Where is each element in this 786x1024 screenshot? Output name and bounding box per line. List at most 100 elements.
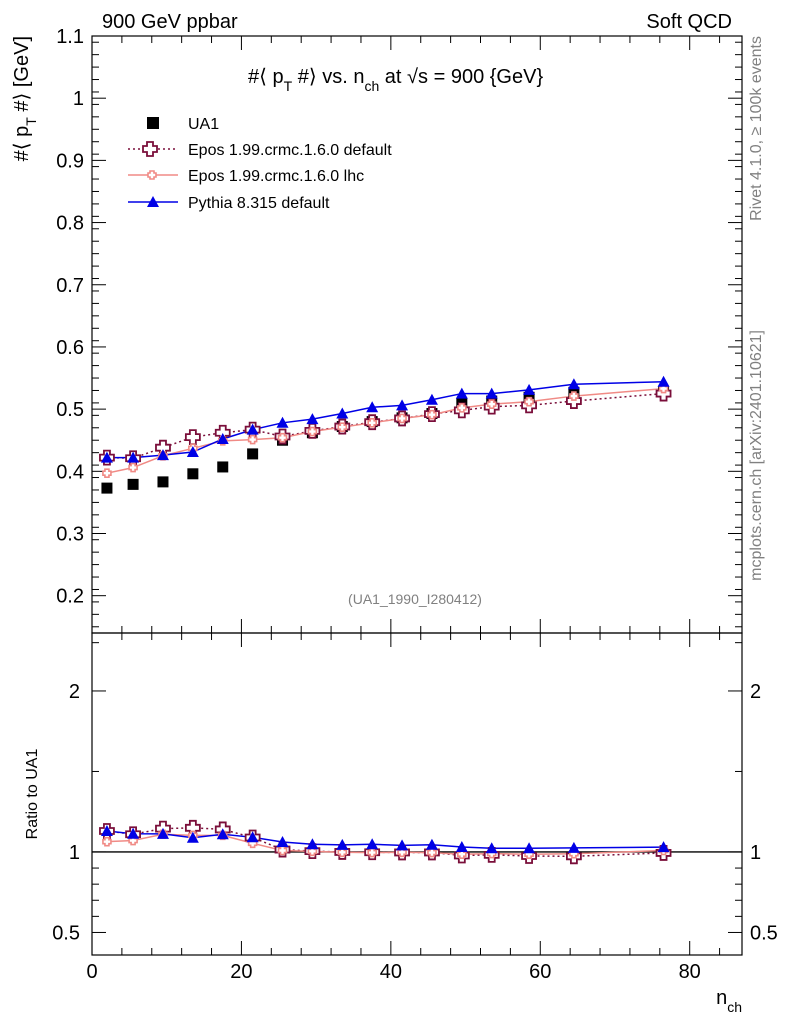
ratio-y-axis-label: Ratio to UA1	[24, 749, 41, 840]
data-point-epos-1-99-crmc-1-6-0-lhc	[367, 418, 377, 428]
y-tick-label: 0.5	[56, 399, 84, 421]
data-point-pythia-8-315-default	[186, 446, 199, 458]
x-tick-label: 80	[679, 961, 701, 983]
legend-label-epos-default: Epos 1.99.crmc.1.6.0 default	[188, 142, 392, 159]
ratio-point-pythia-8-315-default	[306, 838, 319, 850]
data-point-pythia-8-315-default	[156, 449, 169, 461]
data-point-epos-1-99-crmc-1-6-0-lhc	[128, 462, 138, 473]
ratio-point-pythia-8-315-default	[100, 825, 113, 837]
x-axis-label: nch	[716, 987, 742, 1015]
legend-marker-pythia	[147, 196, 159, 207]
ratio-point-pythia-8-315-default	[657, 841, 670, 853]
y-tick-label: 0.9	[56, 150, 84, 172]
data-point-epos-1-99-crmc-1-6-0-lhc	[337, 422, 348, 432]
data-point-pythia-8-315-default	[366, 401, 379, 413]
data-point-epos-1-99-crmc-1-6-0-lhc	[247, 434, 258, 445]
legend-marker-ua1	[147, 117, 159, 129]
data-point-pythia-8-315-default	[567, 378, 580, 390]
data-point-epos-1-99-crmc-1-6-0-lhc	[569, 391, 579, 401]
y-tick-label: 1	[73, 88, 84, 110]
header-left-label: 900 GeV ppbar	[102, 11, 238, 33]
ratio-point-pythia-8-315-default	[216, 828, 229, 840]
y-tick-label: 0.7	[56, 275, 84, 297]
header-right-label: Soft QCD	[646, 11, 732, 33]
ratio-line-epos-1-99-crmc-1-6-0-default	[106, 827, 664, 858]
data-point-ua1	[187, 468, 199, 480]
data-point-pythia-8-315-default	[485, 387, 498, 399]
ratio-y-tick-label-right: 0.5	[750, 922, 778, 944]
ratio-point-pythia-8-315-default	[455, 840, 468, 852]
ratio-point-pythia-8-315-default	[336, 838, 349, 850]
x-tick-label: 60	[529, 961, 551, 983]
ratio-point-epos-1-99-crmc-1-6-0-lhc	[102, 836, 112, 847]
ratio-point-epos-1-99-crmc-1-6-0-lhc	[277, 845, 288, 856]
data-point-pythia-8-315-default	[425, 393, 438, 405]
ratio-panel-frame	[91, 632, 743, 956]
data-point-pythia-8-315-default	[455, 387, 468, 399]
y-tick-label: 0.4	[56, 461, 84, 483]
x-tick-label: 40	[380, 961, 402, 983]
legend-marker-epos-lhc	[147, 170, 157, 180]
rivet-version-label: Rivet 4.1.0, ≥ 100k events	[748, 36, 765, 221]
ratio-y-tick-label-right: 1	[750, 842, 761, 864]
y-tick-label: 0.8	[56, 213, 84, 235]
ratio-point-pythia-8-315-default	[276, 835, 289, 847]
y-tick-label: 1.1	[56, 26, 84, 48]
data-point-pythia-8-315-default	[657, 375, 670, 387]
ratio-point-epos-1-99-crmc-1-6-0-lhc	[367, 847, 377, 858]
legend-label-ua1: UA1	[188, 116, 219, 133]
data-point-ua1	[127, 478, 139, 490]
data-point-pythia-8-315-default	[100, 451, 113, 463]
data-point-epos-1-99-crmc-1-6-0-lhc	[277, 432, 288, 443]
ratio-axis-ticks: 0 20 40 60 80 0.5 0.5 1 1 2 2	[52, 633, 778, 983]
data-point-ua1	[101, 482, 113, 494]
ratio-point-pythia-8-315-default	[567, 841, 580, 853]
mcplots-label: mcplots.cern.ch [arXiv:2401.10621]	[748, 330, 765, 581]
x-tick-label: 20	[230, 961, 252, 983]
ratio-point-pythia-8-315-default	[246, 831, 259, 843]
y-tick-label: 0.2	[56, 586, 84, 608]
data-point-epos-1-99-crmc-1-6-0-lhc	[427, 409, 437, 420]
data-point-epos-1-99-crmc-1-6-0-lhc	[524, 396, 534, 407]
ratio-y-tick-label-left: 1	[69, 842, 80, 864]
data-point-epos-1-99-crmc-1-6-0-lhc	[486, 399, 497, 409]
data-point-epos-1-99-crmc-1-6-0-lhc	[457, 403, 467, 413]
legend-marker-epos-default	[142, 141, 158, 157]
data-point-pythia-8-315-default	[523, 383, 536, 395]
data-point-pythia-8-315-default	[127, 451, 140, 463]
main-axis-ticks: 0.2 0.3 0.4 0.5 0.6 0.7 0.8 0.9 1 1.1	[56, 26, 742, 633]
ratio-point-pythia-8-315-default	[425, 838, 438, 850]
x-tick-label: 0	[86, 961, 97, 983]
ratio-point-pythia-8-315-default	[366, 838, 379, 850]
main-series-layer	[99, 375, 672, 494]
ratio-series-layer	[99, 819, 672, 865]
y-tick-label: 0.3	[56, 524, 84, 546]
analysis-id-label: (UA1_1990_I280412)	[348, 591, 482, 607]
ratio-point-epos-1-99-crmc-1-6-0-lhc	[457, 849, 467, 860]
ratio-y-tick-label-left: 2	[69, 681, 80, 703]
chart-title: #⟨ pT #⟩ vs. nch at √s = 900 {GeV}	[248, 66, 543, 94]
data-point-pythia-8-315-default	[276, 416, 289, 428]
ratio-point-pythia-8-315-default	[186, 831, 199, 843]
y-tick-label: 0.6	[56, 337, 84, 359]
ratio-point-pythia-8-315-default	[485, 842, 498, 854]
legend-label-pythia: Pythia 8.315 default	[188, 195, 330, 212]
ratio-y-tick-label-left: 0.5	[52, 922, 80, 944]
data-point-ua1	[247, 448, 259, 460]
data-point-epos-1-99-crmc-1-6-0-lhc	[397, 413, 407, 424]
legend: UA1 Epos 1.99.crmc.1.6.0 default Epos 1.…	[128, 116, 392, 212]
data-point-epos-1-99-crmc-1-6-0-lhc	[102, 468, 112, 478]
data-point-pythia-8-315-default	[306, 413, 319, 425]
data-point-ua1	[217, 461, 229, 473]
ratio-point-epos-1-99-crmc-1-6-0-lhc	[307, 846, 318, 857]
ratio-point-epos-1-99-crmc-1-6-0-lhc	[427, 847, 437, 858]
ratio-point-pythia-8-315-default	[523, 842, 536, 854]
main-y-axis-label: #⟨ pT #⟩ [GeV]	[11, 36, 39, 161]
data-point-epos-1-99-crmc-1-6-0-default	[184, 429, 201, 446]
data-point-epos-1-99-crmc-1-6-0-lhc	[307, 426, 318, 437]
ratio-point-epos-1-99-crmc-1-6-0-lhc	[337, 847, 348, 858]
ratio-y-tick-label-right: 2	[750, 681, 761, 703]
data-point-pythia-8-315-default	[336, 407, 349, 419]
data-point-pythia-8-315-default	[216, 432, 229, 444]
